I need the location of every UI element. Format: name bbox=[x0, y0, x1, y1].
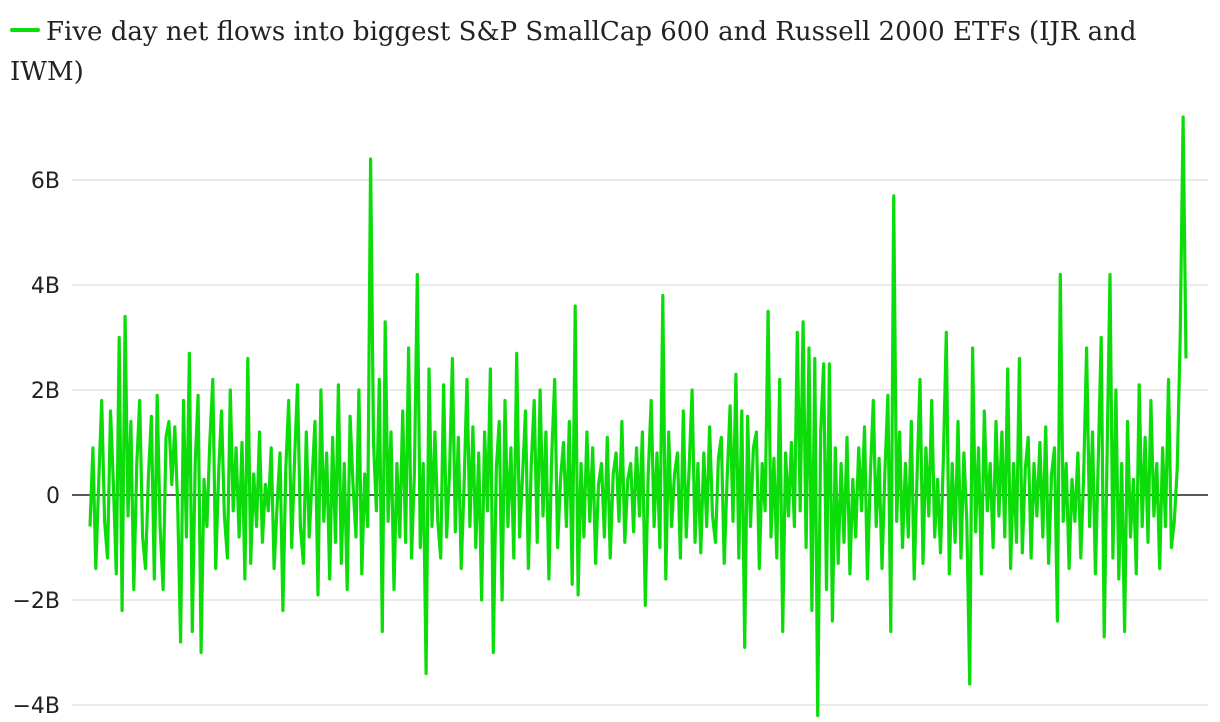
chart-legend: Five day net flows into biggest S&P Smal… bbox=[10, 12, 1200, 92]
y-tick-label: −4B bbox=[12, 694, 60, 719]
y-tick-label: 2B bbox=[31, 379, 60, 404]
legend-series-label: Five day net flows into biggest S&P Smal… bbox=[10, 17, 1137, 87]
y-tick-label: 4B bbox=[31, 274, 60, 299]
legend-swatch bbox=[10, 28, 40, 32]
y-tick-label: 6B bbox=[31, 169, 60, 194]
y-tick-label: 0 bbox=[46, 484, 60, 509]
y-axis-tick-labels: 6B 4B 2B 0 −2B −4B bbox=[12, 169, 60, 719]
chart-series bbox=[88, 115, 1188, 718]
y-tick-label: −2B bbox=[12, 589, 60, 614]
series-line-0 bbox=[88, 115, 1188, 718]
